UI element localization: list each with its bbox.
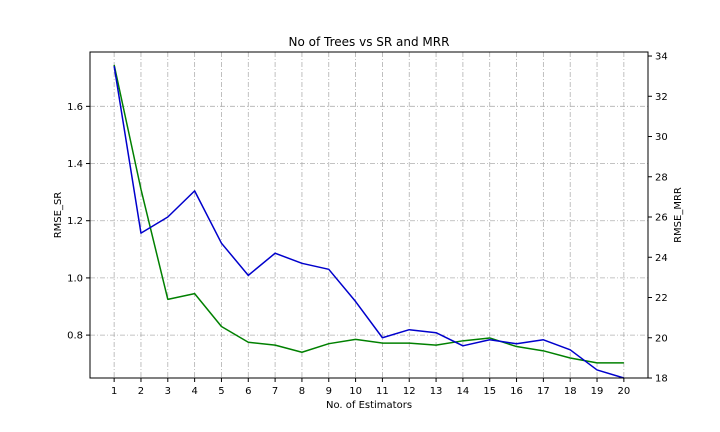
right-tick-label: 18 [655,374,668,385]
x-tick-label: 2 [138,386,144,397]
right-tick-label: 32 [655,92,668,103]
series-line-rmse-sr [113,64,624,364]
gridlines [90,52,648,378]
x-tick-label: 11 [376,386,389,397]
right-tick-label: 28 [655,172,668,183]
right-tick-label: 26 [655,213,668,224]
right-tick-label: 30 [655,132,668,143]
x-axis-label: No. of Estimators [326,400,412,411]
x-tick-label: 7 [272,386,278,397]
x-tick-label: 18 [564,386,577,397]
left-y-axis-label: RMSE_SR [53,192,64,239]
right-axis-ticks: 18 20 22 24 26 28 30 32 34 [648,52,668,385]
chart-title: No of Trees vs SR and MRR [289,35,450,49]
right-y-axis-label: RMSE_MRR [673,187,684,243]
x-tick-label: 6 [245,386,251,397]
plot-background [90,52,648,378]
right-tick-label: 34 [655,52,668,63]
x-tick-label: 16 [510,386,523,397]
right-tick-label: 24 [655,253,668,264]
left-tick-label: 1.6 [67,102,83,113]
x-tick-label: 20 [617,386,630,397]
x-tick-label: 19 [591,386,604,397]
plot-frame [89,51,649,379]
left-tick-label: 0.8 [67,331,83,342]
x-tick-label: 9 [326,386,332,397]
series-lines [113,64,625,379]
series-line-rmse-mrr [113,65,625,379]
x-tick-label: 5 [218,386,224,397]
x-tick-label: 13 [430,386,443,397]
left-tick-label: 1.0 [67,273,83,284]
x-tick-label: 8 [299,386,305,397]
x-tick-label: 17 [537,386,550,397]
x-tick-label: 4 [191,386,197,397]
left-tick-label: 1.4 [67,159,83,170]
left-tick-label: 1.2 [67,216,83,227]
x-tick-label: 14 [457,386,470,397]
x-tick-label: 12 [403,386,416,397]
x-axis-ticks: 1 2 3 4 5 6 7 8 9 10 11 12 13 14 15 16 17 18 19 20 [111,378,630,397]
x-tick-label: 3 [165,386,171,397]
x-tick-label: 10 [349,386,362,397]
right-tick-label: 22 [655,293,668,304]
left-axis-ticks: 0.8 1.0 1.2 1.4 1.6 [67,102,90,342]
right-tick-label: 20 [655,333,668,344]
x-tick-label: 1 [111,386,117,397]
x-tick-label: 15 [483,386,496,397]
